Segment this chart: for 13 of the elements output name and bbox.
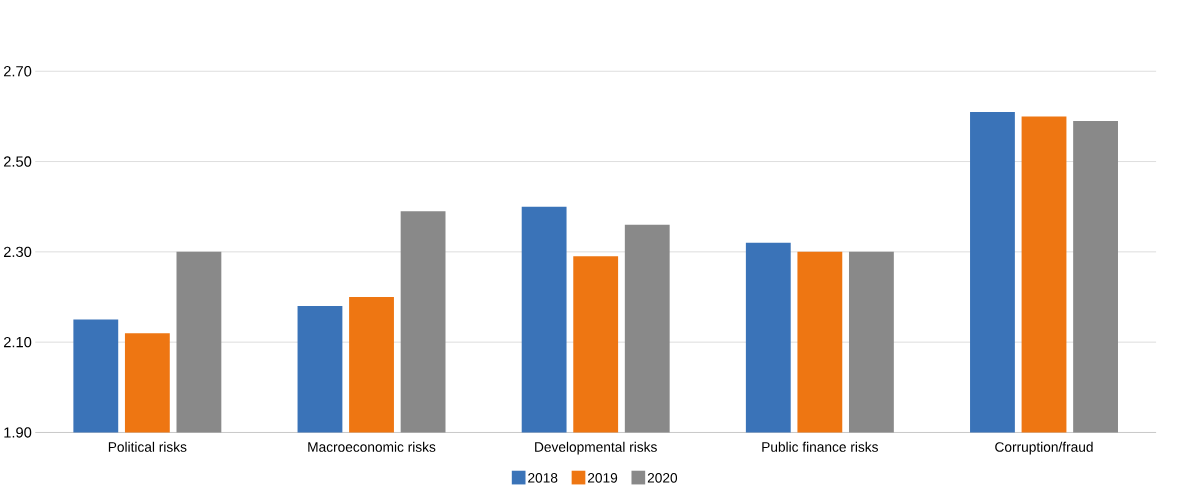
y-tick-label: 2.50: [3, 156, 32, 167]
y-tick-label: 1.90: [4, 427, 32, 438]
x-tick-label: Macroeconomic risks: [308, 441, 436, 452]
y-tick-label: 2.30: [3, 246, 32, 258]
legend-label: 2019: [587, 473, 618, 483]
x-tick-label: Corruption/fraud: [995, 441, 1093, 455]
legend-label: 2018: [528, 473, 558, 483]
y-tick-label: 2.10: [3, 336, 32, 348]
legend-label: 2020: [647, 473, 678, 483]
y-tick-label: 2.70: [3, 66, 32, 77]
x-tick-label: Public finance risks: [762, 441, 878, 452]
x-tick-label: Political risks: [108, 441, 187, 452]
x-tick-label: Developmental risks: [535, 441, 657, 455]
